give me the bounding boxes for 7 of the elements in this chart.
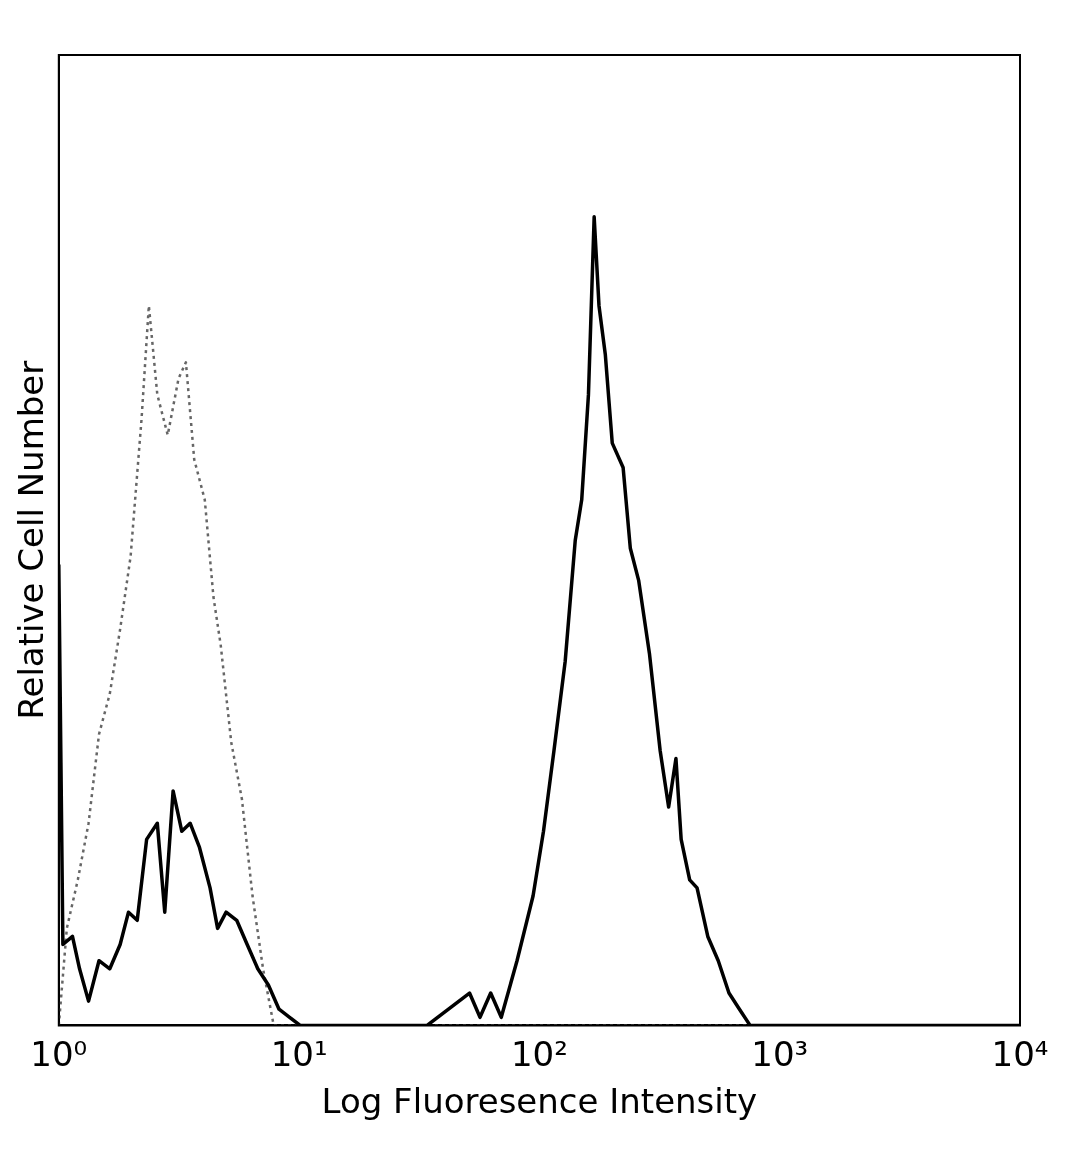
x-tick-label: 10³ (751, 1033, 809, 1074)
x-tick-label: 10⁴ (991, 1033, 1049, 1074)
x-tick-label: 10¹ (270, 1033, 328, 1074)
x-tick-label: 10² (510, 1033, 568, 1074)
x-tick-label: 10⁰ (30, 1033, 88, 1074)
x-axis-title: Log Fluoresence Intensity (321, 1081, 758, 1122)
y-axis-title: Relative Cell Number (11, 360, 52, 720)
